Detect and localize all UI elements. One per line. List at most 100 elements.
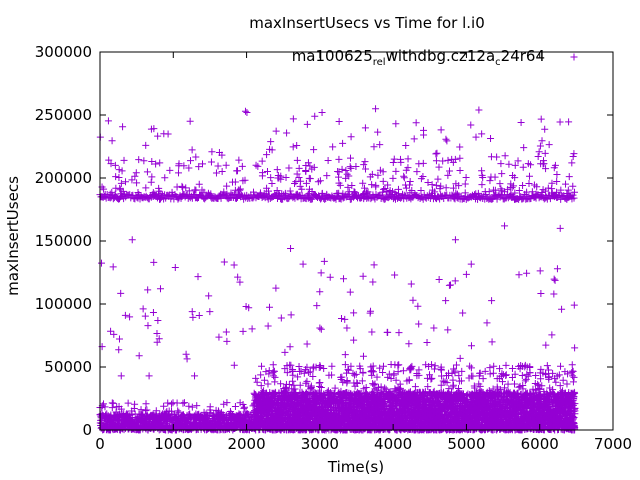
data-point: [517, 118, 525, 126]
data-point: [132, 169, 140, 177]
data-point: [548, 179, 556, 187]
data-point: [553, 265, 561, 273]
data-point: [511, 189, 519, 197]
data-point: [569, 153, 577, 161]
data-point: [409, 296, 417, 304]
data-point: [235, 156, 243, 164]
data-point: [107, 327, 115, 335]
data-point: [128, 176, 136, 184]
data-point: [336, 181, 344, 189]
data-point: [241, 176, 249, 184]
data-point: [195, 311, 203, 319]
data-point: [449, 184, 457, 192]
data-point: [442, 135, 450, 143]
data-point: [149, 189, 157, 197]
data-point: [183, 355, 191, 363]
data-point: [411, 383, 419, 391]
data-point: [444, 326, 452, 334]
data-point: [456, 354, 464, 362]
data-point: [435, 163, 443, 171]
data-point: [525, 179, 533, 187]
data-point: [556, 118, 564, 126]
data-point: [379, 168, 387, 176]
data-point: [333, 189, 341, 197]
data-point: [122, 178, 130, 186]
data-point: [414, 302, 422, 310]
data-point: [335, 173, 343, 181]
data-point: [527, 161, 535, 169]
data-point: [341, 351, 349, 359]
data-point: [142, 184, 150, 192]
data-point: [283, 129, 291, 137]
data-point: [472, 190, 480, 198]
data-point: [432, 150, 440, 158]
data-point: [206, 403, 214, 411]
data-point: [220, 258, 228, 266]
data-point: [141, 407, 149, 415]
data-point: [537, 115, 545, 123]
data-point: [260, 376, 268, 384]
data-point: [139, 305, 147, 313]
data-point: [192, 186, 200, 194]
data-point: [570, 301, 578, 309]
data-point: [306, 162, 314, 170]
data-point: [410, 135, 418, 143]
data-point: [214, 162, 222, 170]
data-point: [234, 167, 242, 175]
data-point: [478, 130, 486, 138]
data-point: [340, 275, 348, 283]
data-point: [402, 181, 410, 189]
data-point: [206, 308, 214, 316]
data-point: [436, 185, 444, 193]
data-point: [447, 281, 455, 289]
data-point: [390, 155, 398, 163]
data-point: [147, 178, 155, 186]
data-point: [339, 139, 347, 147]
data-point: [366, 173, 374, 181]
data-point: [379, 362, 387, 370]
data-point: [534, 153, 542, 161]
data-point: [507, 190, 515, 198]
data-point: [405, 340, 413, 348]
data-point: [298, 185, 306, 193]
data-point: [548, 189, 556, 197]
data-point: [467, 121, 475, 129]
data-point: [553, 170, 561, 178]
data-point: [379, 177, 387, 185]
data-point: [234, 273, 242, 281]
data-point: [124, 399, 132, 407]
data-point: [121, 311, 129, 319]
data-point: [451, 277, 459, 285]
data-point: [314, 178, 322, 186]
data-point: [231, 402, 239, 410]
data-point: [342, 167, 350, 175]
data-point: [195, 180, 203, 188]
data-point: [98, 259, 106, 267]
data-point: [551, 161, 559, 169]
data-point: [119, 123, 127, 131]
data-point: [193, 402, 201, 410]
data-point: [185, 402, 193, 410]
data-point: [392, 120, 400, 128]
data-point: [295, 164, 303, 172]
data-point: [337, 315, 345, 323]
data-point: [419, 159, 427, 167]
data-point: [535, 148, 543, 156]
data-point: [230, 361, 238, 369]
data-point: [108, 399, 116, 407]
data-point: [286, 187, 294, 195]
data-point: [520, 144, 528, 152]
data-point: [525, 172, 533, 180]
data-point: [399, 367, 407, 375]
data-point: [431, 362, 439, 370]
data-point: [188, 146, 196, 154]
data-point: [350, 190, 358, 198]
data-point: [148, 157, 156, 165]
data-point: [449, 158, 457, 166]
data-point: [420, 131, 428, 139]
data-point: [342, 174, 350, 182]
data-point: [439, 157, 447, 165]
data-point: [485, 188, 493, 196]
data-point: [359, 352, 367, 360]
data-point: [144, 286, 152, 294]
